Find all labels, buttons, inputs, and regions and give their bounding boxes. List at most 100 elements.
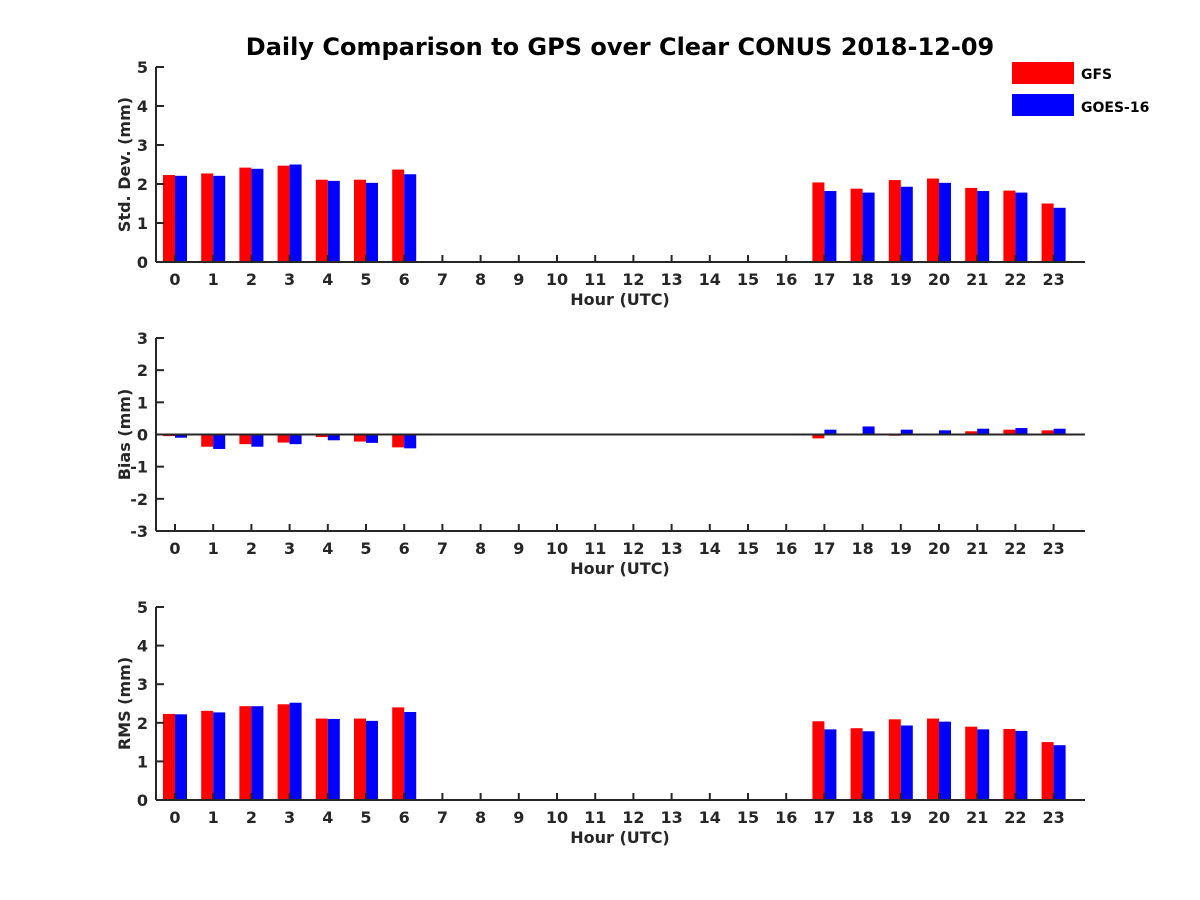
bar-rms-goes16-hour-3: [289, 702, 302, 800]
bar-rms-gfs-hour-0: [163, 713, 175, 800]
rms-xtick-label: 1: [208, 808, 219, 827]
bias-xtick-label: 3: [284, 539, 295, 558]
bias-ytick-label: -3: [130, 522, 148, 541]
std-ytick-label: 2: [137, 175, 148, 194]
bar-bias-gfs-hour-5: [354, 434, 366, 442]
std-xtick-label: 2: [246, 270, 257, 289]
bar-std-goes16-hour-1: [213, 175, 226, 262]
rms-xtick-label: 12: [622, 808, 644, 827]
bar-bias-gfs-hour-17: [812, 434, 825, 439]
std-xtick-label: 18: [851, 270, 873, 289]
bar-std-gfs-hour-22: [1003, 190, 1016, 262]
bar-std-gfs-hour-20: [927, 178, 939, 262]
bar-bias-goes16-hour-3: [289, 434, 302, 445]
bar-std-goes16-hour-17: [824, 191, 837, 262]
bias-ytick-label: 3: [137, 329, 148, 348]
bar-rms-gfs-hour-3: [277, 704, 290, 800]
bar-bias-gfs-hour-23: [1041, 430, 1054, 435]
rms-ytick-label: 1: [137, 752, 148, 771]
bar-bias-goes16-hour-18: [862, 426, 875, 435]
std-ytick-label: 5: [137, 58, 148, 77]
bar-std-gfs-hour-4: [315, 179, 328, 262]
std-ytick-label: 3: [137, 136, 148, 155]
rms-xtick-label: 9: [513, 808, 524, 827]
bar-bias-goes16-hour-2: [251, 434, 264, 447]
bias-xtick-label: 17: [813, 539, 835, 558]
legend: GFS GOES-16: [1012, 62, 1149, 116]
bar-std-gfs-hour-21: [965, 187, 978, 262]
bar-rms-goes16-hour-23: [1053, 745, 1066, 800]
bar-std-goes16-hour-22: [1015, 192, 1028, 262]
bar-bias-goes16-hour-6: [404, 434, 417, 449]
std-xtick-label: 13: [660, 270, 682, 289]
std-xtick-label: 9: [513, 270, 524, 289]
std-xtick-label: 6: [399, 270, 410, 289]
bar-bias-gfs-hour-2: [239, 434, 252, 445]
bar-bias-gfs-hour-6: [392, 434, 405, 448]
rms-xtick-label: 3: [284, 808, 295, 827]
bar-rms-goes16-hour-20: [939, 721, 951, 800]
bias-xtick-label: 13: [660, 539, 682, 558]
std-xtick-label: 15: [737, 270, 759, 289]
bias-xtick-label: 22: [1004, 539, 1026, 558]
rms-xtick-label: 16: [775, 808, 797, 827]
bias-xtick-label: 10: [546, 539, 568, 558]
bar-std-goes16-hour-18: [862, 192, 875, 262]
rms-xtick-label: 23: [1042, 808, 1064, 827]
rms-xtick-label: 13: [660, 808, 682, 827]
rms-xtick-label: 0: [169, 808, 180, 827]
bar-bias-goes16-hour-5: [366, 434, 378, 443]
bar-bias-goes16-hour-23: [1053, 428, 1066, 435]
rms-xtick-label: 15: [737, 808, 759, 827]
std-ytick-label: 4: [137, 97, 148, 116]
bar-rms-goes16-hour-17: [824, 729, 837, 800]
bias-xtick-label: 19: [890, 539, 912, 558]
bar-bias-goes16-hour-21: [977, 428, 990, 435]
bar-rms-gfs-hour-20: [927, 718, 939, 800]
rms-ytick-label: 4: [137, 637, 148, 656]
bar-rms-gfs-hour-17: [812, 721, 825, 800]
bias-xtick-label: 18: [851, 539, 873, 558]
bias-xtick-label: 16: [775, 539, 797, 558]
bias-xtick-label: 6: [399, 539, 410, 558]
bias-ytick-label: 2: [137, 361, 148, 380]
bias-ytick-label: 0: [137, 426, 148, 445]
bias-y-axis-label: Bias (mm): [115, 389, 134, 481]
bar-rms-goes16-hour-5: [366, 720, 378, 800]
bias-x-axis-label: Hour (UTC): [570, 559, 670, 578]
std-xtick-label: 23: [1042, 270, 1064, 289]
std-xtick-label: 21: [966, 270, 988, 289]
bar-rms-goes16-hour-22: [1015, 730, 1028, 800]
std-ytick-label: 0: [137, 253, 148, 272]
std-xtick-label: 10: [546, 270, 568, 289]
rms-xtick-label: 11: [584, 808, 606, 827]
bias-xtick-label: 1: [208, 539, 219, 558]
bar-rms-goes16-hour-18: [862, 731, 875, 800]
bar-bias-goes16-hour-17: [824, 429, 837, 435]
bias-xtick-label: 11: [584, 539, 606, 558]
bar-std-gfs-hour-5: [354, 179, 366, 262]
bar-bias-goes16-hour-20: [939, 430, 951, 435]
rms-xtick-label: 20: [928, 808, 950, 827]
bar-rms-goes16-hour-19: [900, 725, 913, 800]
legend-label-gfs: GFS: [1081, 67, 1112, 83]
rms-xtick-label: 4: [322, 808, 333, 827]
std-xtick-label: 7: [437, 270, 448, 289]
std-xtick-label: 1: [208, 270, 219, 289]
std-xtick-label: 11: [584, 270, 606, 289]
bar-bias-goes16-hour-0: [175, 434, 187, 438]
rms-xtick-label: 6: [399, 808, 410, 827]
bar-std-goes16-hour-3: [289, 164, 302, 262]
bar-std-goes16-hour-21: [977, 191, 990, 262]
bias-xtick-label: 9: [513, 539, 524, 558]
std-y-axis-label: Std. Dev. (mm): [115, 97, 134, 232]
bar-std-gfs-hour-0: [163, 175, 175, 262]
legend-swatch-goes16: [1012, 94, 1074, 116]
std-xtick-label: 14: [699, 270, 721, 289]
bar-rms-goes16-hour-21: [977, 729, 990, 800]
bar-std-goes16-hour-19: [900, 186, 913, 262]
std-xtick-label: 17: [813, 270, 835, 289]
